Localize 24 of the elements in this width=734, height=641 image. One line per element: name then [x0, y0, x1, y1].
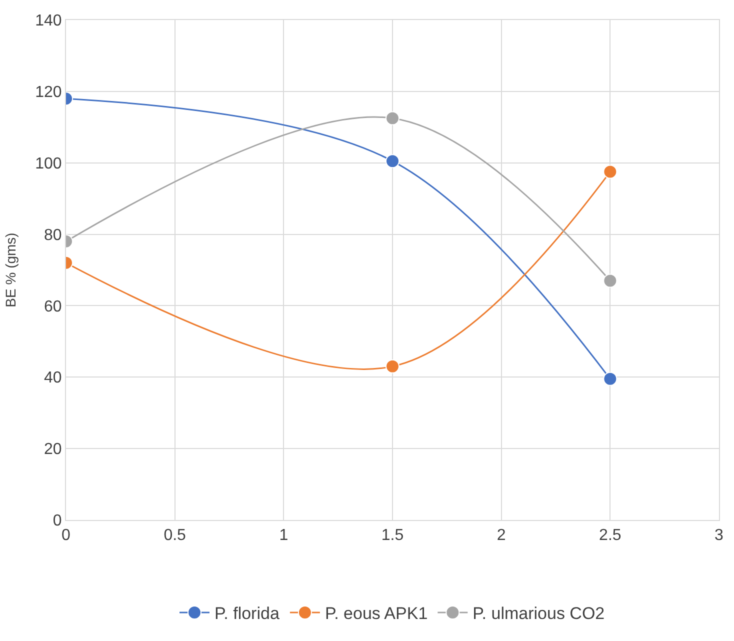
x-tick-label: 0.5 [164, 527, 186, 544]
legend-label: P. eous APK1 [324, 604, 428, 624]
legend-label: P. ulmarious CO2 [472, 604, 605, 624]
y-tick-label: 120 [35, 84, 62, 102]
y-tick-label: 20 [44, 441, 62, 458]
y-tick-label: 80 [44, 226, 62, 244]
y-tick-label: 100 [35, 155, 62, 172]
y-tick-label: 140 [35, 12, 62, 30]
point [603, 164, 618, 179]
y-tick-label: 0 [52, 512, 62, 530]
x-tick-label: 3 [714, 527, 724, 544]
x-tick-label: 2.5 [599, 527, 622, 544]
point [386, 111, 400, 126]
x-tick-label: 2 [496, 527, 506, 544]
point [386, 359, 400, 374]
point [603, 274, 618, 288]
y-axis-title: BE % (gms) [2, 232, 19, 308]
x-tick-label: 1 [279, 527, 288, 544]
y-tick-label: 60 [44, 298, 62, 316]
x-tick-label: 1.5 [381, 527, 404, 544]
point [386, 154, 400, 168]
legend-label: P. florida [214, 604, 280, 624]
point [603, 372, 618, 386]
y-tick-label: 40 [44, 370, 62, 387]
